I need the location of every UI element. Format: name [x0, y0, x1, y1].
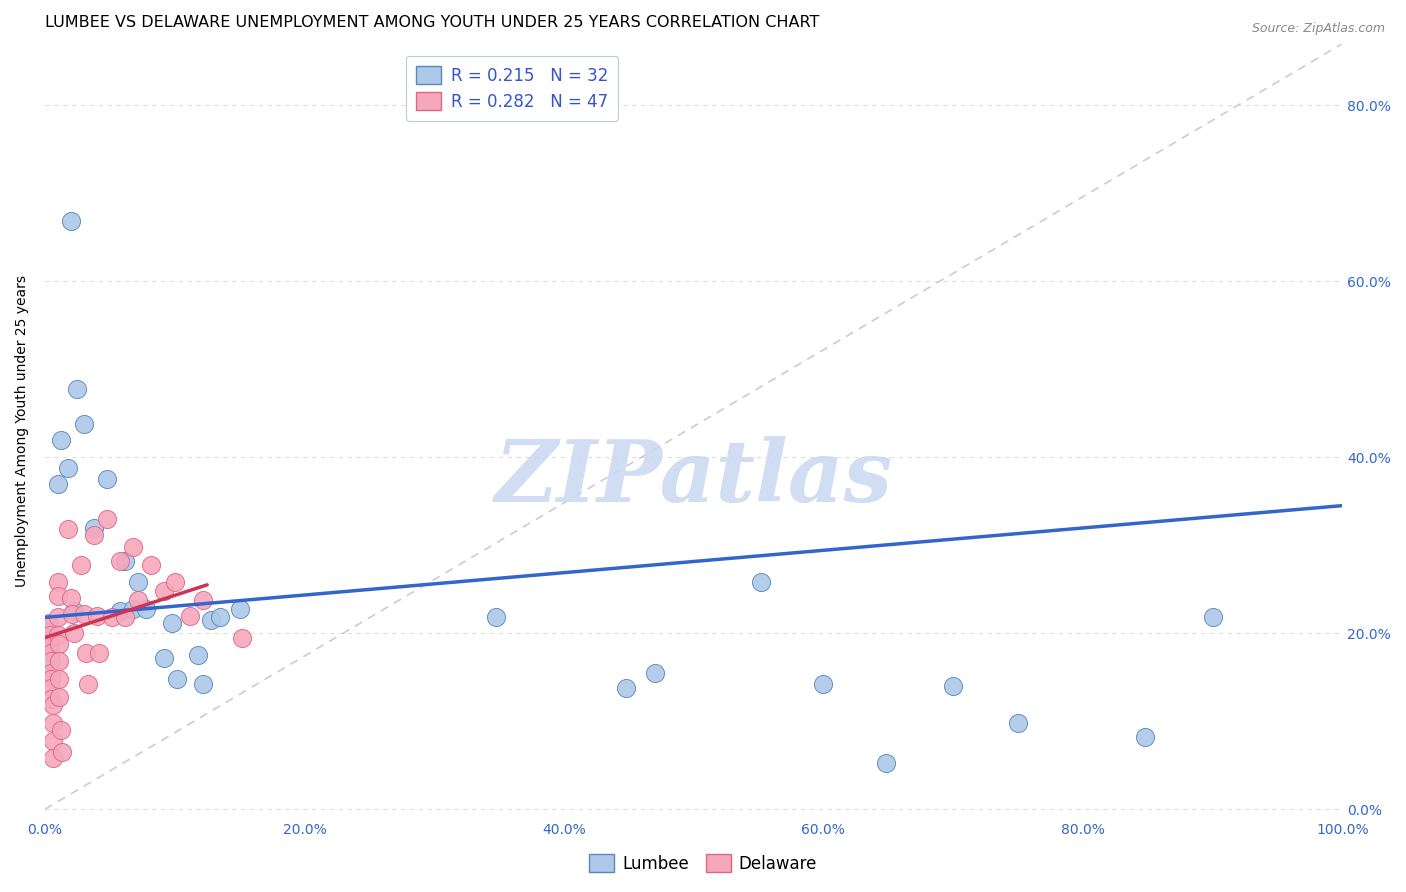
- Point: [163, 575, 186, 590]
- Point: [41, 646, 63, 660]
- Point: [46, 575, 69, 590]
- Point: [48, 654, 70, 668]
- Point: [48, 690, 70, 704]
- Point: [179, 608, 201, 623]
- Point: [122, 601, 145, 615]
- Legend: Lumbee, Delaware: Lumbee, Delaware: [582, 847, 824, 880]
- Text: ZIPatlas: ZIPatlas: [495, 435, 893, 519]
- Point: [76, 677, 98, 691]
- Point: [86, 608, 108, 623]
- Point: [48, 672, 70, 686]
- Point: [39, 628, 62, 642]
- Point: [73, 417, 96, 431]
- Point: [66, 382, 89, 396]
- Point: [76, 646, 98, 660]
- Point: [38, 615, 60, 630]
- Text: Source: ZipAtlas.com: Source: ZipAtlas.com: [1251, 22, 1385, 36]
- Point: [41, 681, 63, 695]
- Point: [73, 607, 96, 621]
- Point: [614, 681, 637, 695]
- Point: [46, 628, 69, 642]
- Point: [485, 610, 508, 624]
- Point: [46, 476, 69, 491]
- Point: [114, 610, 136, 624]
- Point: [127, 575, 149, 590]
- Point: [813, 677, 835, 691]
- Point: [58, 460, 80, 475]
- Point: [49, 433, 72, 447]
- Point: [231, 631, 253, 645]
- Point: [644, 665, 666, 680]
- Point: [187, 648, 209, 663]
- Point: [46, 589, 69, 603]
- Point: [38, 619, 60, 633]
- Point: [110, 604, 132, 618]
- Point: [942, 679, 965, 693]
- Point: [110, 554, 132, 568]
- Point: [41, 654, 63, 668]
- Point: [96, 472, 118, 486]
- Point: [141, 558, 163, 572]
- Point: [1007, 716, 1029, 731]
- Point: [166, 672, 188, 686]
- Point: [51, 745, 73, 759]
- Point: [48, 637, 70, 651]
- Text: LUMBEE VS DELAWARE UNEMPLOYMENT AMONG YOUTH UNDER 25 YEARS CORRELATION CHART: LUMBEE VS DELAWARE UNEMPLOYMENT AMONG YO…: [45, 15, 820, 30]
- Point: [228, 601, 250, 615]
- Point: [209, 610, 232, 624]
- Point: [1133, 730, 1156, 744]
- Point: [42, 698, 65, 713]
- Point: [42, 716, 65, 731]
- Point: [62, 626, 84, 640]
- Point: [122, 540, 145, 554]
- Point: [41, 692, 63, 706]
- Y-axis label: Unemployment Among Youth under 25 years: Unemployment Among Youth under 25 years: [15, 275, 30, 587]
- Point: [59, 591, 82, 605]
- Point: [83, 527, 105, 541]
- Point: [42, 733, 65, 747]
- Point: [59, 214, 82, 228]
- Point: [58, 522, 80, 536]
- Point: [41, 665, 63, 680]
- Point: [749, 575, 772, 590]
- Point: [153, 584, 176, 599]
- Point: [62, 604, 84, 618]
- Point: [83, 521, 105, 535]
- Point: [1201, 610, 1223, 624]
- Point: [160, 615, 183, 630]
- Point: [153, 651, 176, 665]
- Point: [46, 610, 69, 624]
- Point: [135, 601, 157, 615]
- Point: [89, 646, 111, 660]
- Point: [114, 554, 136, 568]
- Point: [193, 677, 215, 691]
- Point: [49, 723, 72, 737]
- Point: [70, 558, 93, 572]
- Point: [96, 512, 118, 526]
- Point: [41, 672, 63, 686]
- Point: [60, 607, 83, 621]
- Point: [193, 592, 215, 607]
- Point: [42, 751, 65, 765]
- Point: [39, 637, 62, 651]
- Legend: R = 0.215   N = 32, R = 0.282   N = 47: R = 0.215 N = 32, R = 0.282 N = 47: [406, 56, 619, 120]
- Point: [127, 592, 149, 607]
- Point: [875, 756, 897, 771]
- Point: [200, 613, 222, 627]
- Point: [101, 610, 124, 624]
